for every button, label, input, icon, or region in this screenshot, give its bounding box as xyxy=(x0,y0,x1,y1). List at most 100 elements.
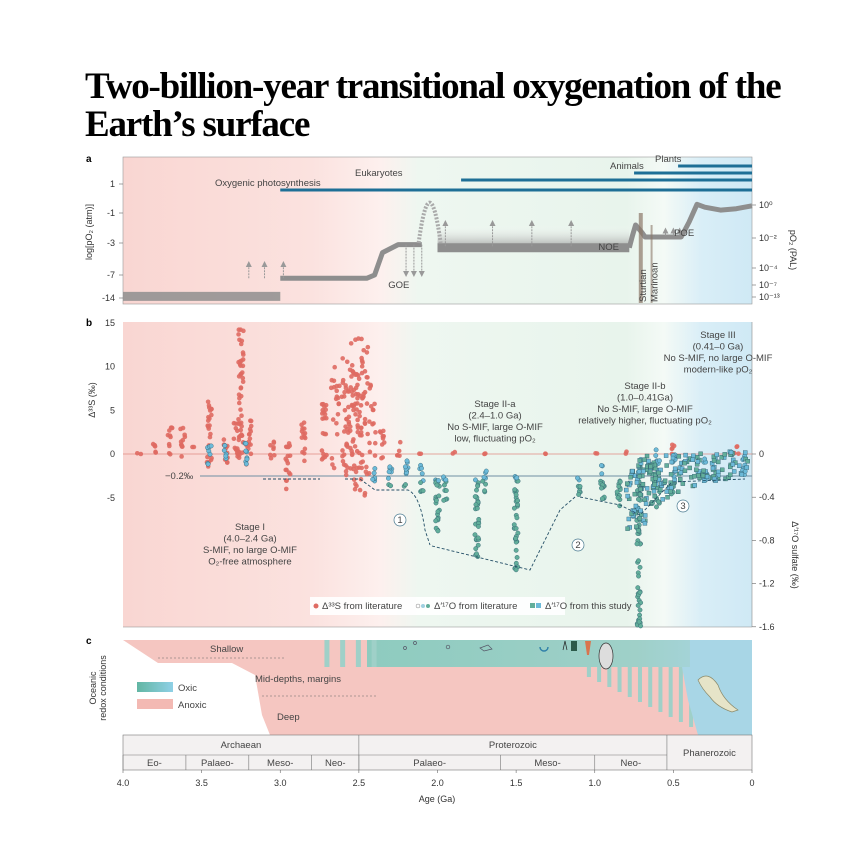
s33-point xyxy=(350,393,355,398)
s33-point xyxy=(452,449,458,455)
s33-point xyxy=(239,423,244,429)
o17-this-study-point xyxy=(696,473,701,478)
o17-this-study-point xyxy=(745,459,750,464)
s33-point xyxy=(178,439,184,445)
s33-point xyxy=(167,428,172,433)
s33-point xyxy=(206,403,212,408)
po2-curve xyxy=(123,200,753,301)
s33-point xyxy=(671,443,677,449)
s33-point xyxy=(283,486,289,492)
oxic-stripe xyxy=(617,667,622,692)
s33-point xyxy=(356,376,362,382)
s33-point xyxy=(360,395,366,400)
s33-point xyxy=(236,332,241,337)
o17-this-study-point xyxy=(730,462,736,467)
era-label: Eo- xyxy=(147,758,162,769)
y-tick-label: -5 xyxy=(107,493,115,503)
o17-literature-point xyxy=(433,518,439,524)
arrow-head-icon xyxy=(489,220,496,226)
s33-point xyxy=(364,464,369,470)
y-tick-label: -1.6 xyxy=(759,622,775,632)
s33-point xyxy=(483,451,488,456)
x-tick-label: 3.0 xyxy=(274,778,287,788)
oxic-stripe xyxy=(648,667,653,707)
o17-literature-point xyxy=(436,478,441,483)
s33-point xyxy=(233,421,239,426)
legend-anoxic-label: Anoxic xyxy=(178,700,207,711)
o17-literature-point xyxy=(476,516,482,522)
x-tick-label: 2.0 xyxy=(431,778,444,788)
po2-uncertainty-band xyxy=(437,225,630,248)
s33-point xyxy=(329,456,335,461)
y-tick-label: -1 xyxy=(107,208,115,218)
stage-name: Stage II-a xyxy=(474,399,516,410)
s33-point xyxy=(239,413,244,419)
o17-literature-point xyxy=(617,479,623,485)
o17-this-study-point xyxy=(640,481,646,487)
s33-point xyxy=(380,428,386,434)
s33-point xyxy=(349,363,355,368)
o17-this-study-point xyxy=(710,465,716,471)
legend-o17-lit-marker xyxy=(426,604,430,608)
s33-point xyxy=(236,400,242,406)
s33-point xyxy=(341,394,347,399)
o17-literature-point xyxy=(476,524,481,529)
s33-point xyxy=(205,399,211,405)
o17-literature-point xyxy=(441,497,447,503)
y-tick-label: 10⁰ xyxy=(759,200,773,210)
o17-literature-point xyxy=(482,488,487,494)
o17-literature-point xyxy=(638,623,644,629)
o17-this-study-point xyxy=(692,474,697,479)
o17-this-study-point xyxy=(631,508,637,514)
s33-point xyxy=(209,455,214,461)
event-marinoan: Marinoan xyxy=(649,262,660,302)
s33-point xyxy=(320,407,326,413)
o17-this-study-point xyxy=(656,470,661,476)
legend-oxic-swatch xyxy=(137,682,173,692)
o17-literature-point xyxy=(207,451,213,457)
s33-point xyxy=(357,409,362,415)
o17-literature-point xyxy=(386,469,392,475)
stage-marker-number: 2 xyxy=(575,540,580,551)
s33-point xyxy=(542,451,548,456)
o17-literature-point xyxy=(475,483,481,489)
s33-point xyxy=(372,440,378,446)
o17-this-study-point xyxy=(676,489,681,494)
s33-point xyxy=(396,448,402,454)
o17-this-study-point xyxy=(676,454,682,459)
oxic-stripe xyxy=(627,667,632,697)
s33-point xyxy=(320,401,326,407)
arrow-head-icon xyxy=(418,271,425,277)
figure-title: Two-billion-year transitional oxygenatio… xyxy=(85,66,782,145)
o17-this-study-point xyxy=(644,453,650,459)
o17-literature-point xyxy=(208,443,214,449)
life-bar-label: Plants xyxy=(655,154,682,165)
oxic-stripe xyxy=(597,667,602,682)
o17-this-study-point xyxy=(698,451,703,457)
legend-s33-label: Δ³³S from literature xyxy=(322,601,402,612)
era-label: Palaeo- xyxy=(413,758,446,769)
s33-point xyxy=(240,379,246,385)
o17-this-study-point xyxy=(642,521,648,526)
s33-point xyxy=(247,436,253,441)
o17-literature-point xyxy=(512,487,518,493)
s33-point xyxy=(205,424,211,429)
o17-this-study-point xyxy=(680,481,686,486)
po2-curve-segment xyxy=(280,242,422,281)
s33-point xyxy=(287,453,293,458)
panel-label-a: a xyxy=(86,154,92,165)
o17-literature-point xyxy=(443,477,449,483)
s33-point xyxy=(736,451,741,456)
era-label: Palaeo- xyxy=(201,758,234,769)
o17-literature-point xyxy=(243,441,249,446)
event-noe: NOE xyxy=(598,242,619,253)
s33-point xyxy=(370,407,376,413)
o17-literature-point xyxy=(616,484,622,489)
s33-point xyxy=(351,463,357,468)
o17-this-study-point xyxy=(652,493,657,499)
stage-range: (4.0–2.4 Ga) xyxy=(223,534,276,545)
panel-b-legend: Δ³³S from literature Δ′¹⁷O from literatu… xyxy=(310,597,632,615)
u-fossil-icon xyxy=(539,646,549,652)
s33-point xyxy=(343,472,349,478)
stage-markers: 1 2 3 xyxy=(393,499,690,552)
